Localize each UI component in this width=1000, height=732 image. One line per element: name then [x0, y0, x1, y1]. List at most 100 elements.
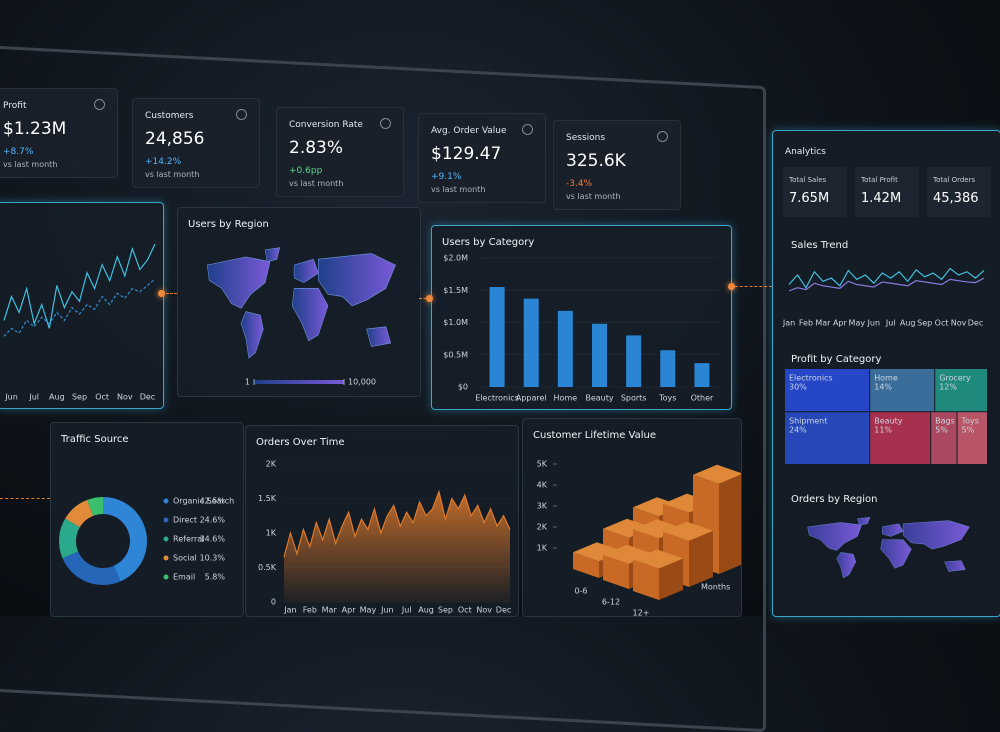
- donut-slice: [103, 497, 148, 582]
- cell-value: 5%: [962, 426, 975, 435]
- donut-slice: [65, 500, 94, 528]
- area-line: [283, 489, 511, 558]
- x-tick-label: May: [360, 606, 377, 615]
- cell-value: 14%: [874, 383, 892, 392]
- legend-label: Email: [173, 573, 195, 582]
- world-map: [807, 516, 970, 579]
- x-tick-label: Feb: [303, 606, 317, 615]
- legend-label: Social: [173, 554, 197, 563]
- panel: Orders Over Time 0 0.5K 1K 1.5K 2K Jan Feb Mar Ap…: [245, 425, 519, 617]
- donut-slice: [86, 497, 103, 516]
- bar3d-side: [719, 474, 741, 574]
- scale-label: 10,000: [348, 378, 376, 387]
- value-label: 14.6%: [200, 535, 226, 544]
- chart-title: Traffic Source: [60, 434, 129, 445]
- legend-dot: [163, 555, 169, 561]
- kpi-value: $129.47: [431, 144, 502, 164]
- bar3d-front: [573, 552, 599, 578]
- treemap-cell: [957, 412, 987, 464]
- y-tick-label: $1.5M: [443, 286, 468, 295]
- x-tick-label: Jun: [867, 319, 881, 328]
- bar3d-top: [663, 521, 713, 541]
- kpi-label: Avg. Order Value: [431, 126, 507, 136]
- kpi-note: vs last month: [431, 185, 486, 194]
- legend-label: Direct: [173, 516, 197, 525]
- y-tick-label: 1K: [266, 529, 277, 538]
- close-icon: [522, 124, 533, 135]
- kpi-label: Sessions: [566, 133, 606, 143]
- x-tick-label: Nov: [476, 606, 492, 615]
- sub-panel: Orders by Region: [781, 483, 992, 613]
- analytics-title: Analytics: [785, 147, 826, 157]
- chart-title: Customer Lifetime Value: [533, 430, 656, 441]
- x-tick-label: Sports: [621, 394, 647, 403]
- close-icon: [236, 109, 247, 120]
- kpi-change: +14.2%: [145, 157, 182, 167]
- x-tick-label: Electronics: [475, 394, 519, 403]
- kpi-value: 7.65M: [789, 191, 830, 206]
- cell-label: Toys: [961, 417, 979, 426]
- x-tick-label: Other: [691, 394, 714, 403]
- bar3d-front: [603, 554, 629, 589]
- value-label: 24.6%: [200, 516, 226, 525]
- legend-dot: [163, 517, 169, 523]
- line-series: [788, 277, 985, 292]
- x-tick-label: Home: [554, 394, 578, 403]
- y-tick-label: $1.0M: [443, 318, 468, 327]
- donut-slice: [59, 518, 80, 559]
- x-tick-label: Oct: [935, 319, 949, 328]
- connector-dot: [728, 283, 735, 290]
- chart: Sales Trend Jan Feb Mar Apr May Jun Jul Aug Sep Oc…: [782, 240, 985, 328]
- bar: [626, 335, 642, 387]
- x-tick-label: Dec: [496, 606, 511, 615]
- bar: [557, 310, 573, 387]
- kpi-label: Total Sales: [789, 176, 827, 184]
- legend-label: Organic Search: [173, 497, 234, 506]
- analytics-panel: Analytics Sales Trend Jan Feb Mar Apr May Jun J…: [772, 130, 1000, 617]
- area: [284, 491, 510, 602]
- connector: [162, 293, 177, 294]
- line-series: [788, 267, 985, 289]
- x-tick-label: Jun: [4, 393, 18, 402]
- x-tick-label: Sep: [917, 319, 932, 328]
- axis-title: Months: [701, 583, 730, 592]
- kpi-label: Total Profit: [861, 176, 898, 184]
- x-tick-label: Nov: [117, 393, 133, 402]
- chart: Jun Jul Aug Sep Oct Nov Dec: [3, 243, 156, 402]
- panel: Customer Lifetime Value 1K 2K 3K 4K 5K 0-6 6-12…: [522, 418, 742, 617]
- cell-value: 24%: [789, 426, 807, 435]
- treemap-cell: [870, 369, 935, 412]
- donut-slice: [62, 551, 121, 585]
- bar3d-side: [689, 530, 713, 587]
- y-tick-label: 5K: [537, 460, 548, 469]
- kpi-card: Profit $1.23M +8.7% vs last month: [0, 88, 118, 178]
- y-tick-label: 3K: [537, 502, 548, 511]
- chart-title: Orders Over Time: [256, 437, 345, 448]
- line-series: [3, 278, 156, 337]
- x-tick-label: Toys: [658, 394, 676, 403]
- panel: Users by Category $0 $0.5M $1.0M $1.5M $2.0M E…: [431, 225, 732, 410]
- legend-label: Referral: [173, 535, 204, 544]
- kpi-value: 45,386: [933, 191, 979, 206]
- x-tick-label: Dec: [140, 393, 155, 402]
- x-tick-label: Sep: [72, 393, 87, 402]
- bar: [591, 323, 608, 387]
- kpi-label: Customers: [145, 111, 194, 121]
- chart: Users by Region 1 10,000: [188, 219, 397, 387]
- kpi-note: vs last month: [145, 170, 200, 179]
- y-tick-label: 1K: [537, 544, 548, 553]
- analytics-kpi: Total Profit 1.42M: [855, 167, 919, 217]
- cell-value: 12%: [939, 383, 957, 392]
- x-tick-label: Dec: [968, 319, 983, 328]
- chart: Users by Category $0 $0.5M $1.0M $1.5M $2.0M E…: [442, 237, 719, 403]
- bar3d-top: [603, 518, 653, 538]
- y-tick-label: 1.5K: [258, 494, 277, 503]
- chart: Orders by Region: [791, 494, 970, 579]
- bar: [489, 287, 505, 387]
- bar3d-top: [603, 544, 653, 564]
- y-tick-label: 2K: [266, 460, 277, 469]
- value-label: 10.3%: [200, 554, 226, 563]
- bar3d-top: [693, 464, 741, 484]
